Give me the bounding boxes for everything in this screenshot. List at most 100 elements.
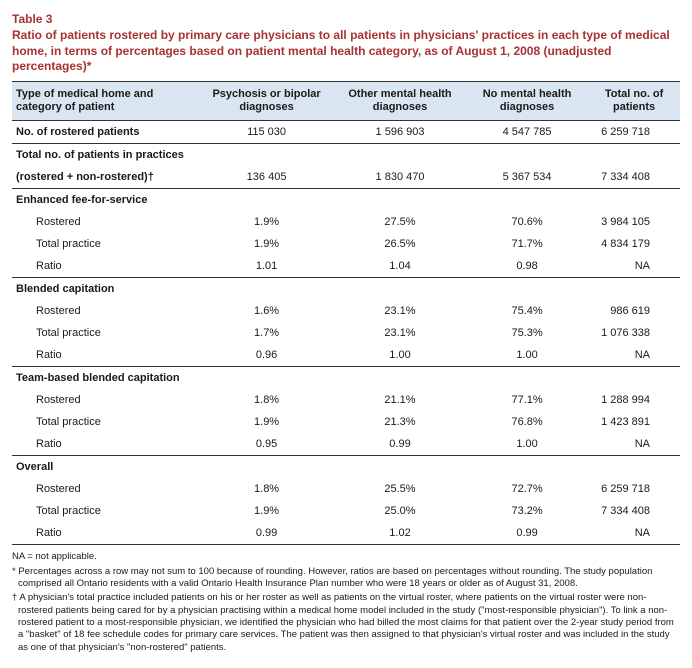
cell: 1.01 bbox=[199, 255, 334, 278]
cell: 72.7% bbox=[466, 478, 588, 500]
data-table: Type of medical home and category of pat… bbox=[12, 81, 680, 545]
table-row: No. of rostered patients 115 030 1 596 9… bbox=[12, 121, 680, 144]
row-label: Ratio bbox=[12, 255, 199, 278]
table-row: Overall bbox=[12, 456, 680, 479]
cell: 1.04 bbox=[334, 255, 466, 278]
cell: 23.1% bbox=[334, 322, 466, 344]
cell: 986 619 bbox=[588, 300, 680, 322]
table-row: Enhanced fee-for-service bbox=[12, 189, 680, 212]
cell: 26.5% bbox=[334, 233, 466, 255]
cell: 0.99 bbox=[199, 522, 334, 545]
cell: 0.99 bbox=[334, 433, 466, 456]
row-label: Ratio bbox=[12, 344, 199, 367]
cell: 1.9% bbox=[199, 233, 334, 255]
table-row: (rostered + non-rostered)† 136 405 1 830… bbox=[12, 166, 680, 189]
table-row: Total practice 1.7% 23.1% 75.3% 1 076 33… bbox=[12, 322, 680, 344]
cell: 7 334 408 bbox=[588, 166, 680, 189]
cell: 1.02 bbox=[334, 522, 466, 545]
row-label: Rostered bbox=[12, 389, 199, 411]
cell: 73.2% bbox=[466, 500, 588, 522]
cell: 25.5% bbox=[334, 478, 466, 500]
row-label: Total practice bbox=[12, 322, 199, 344]
table-row: Ratio 0.96 1.00 1.00 NA bbox=[12, 344, 680, 367]
table-row: Ratio 1.01 1.04 0.98 NA bbox=[12, 255, 680, 278]
cell: NA bbox=[588, 433, 680, 456]
col-header-psychosis: Psychosis or bipolar diagnoses bbox=[199, 81, 334, 120]
table-row: Rostered 1.6% 23.1% 75.4% 986 619 bbox=[12, 300, 680, 322]
cell: 21.1% bbox=[334, 389, 466, 411]
cell: NA bbox=[588, 522, 680, 545]
cell: 76.8% bbox=[466, 411, 588, 433]
cell: 1 423 891 bbox=[588, 411, 680, 433]
table-row: Rostered 1.8% 21.1% 77.1% 1 288 994 bbox=[12, 389, 680, 411]
cell: 1.00 bbox=[334, 344, 466, 367]
table-label: Table 3 bbox=[12, 12, 680, 26]
row-label: Ratio bbox=[12, 522, 199, 545]
footnote-star: * Percentages across a row may not sum t… bbox=[18, 566, 680, 591]
cell: 136 405 bbox=[199, 166, 334, 189]
col-header-none: No mental health diagnoses bbox=[466, 81, 588, 120]
cell: 1.6% bbox=[199, 300, 334, 322]
cell: 75.4% bbox=[466, 300, 588, 322]
row-label: Rostered bbox=[12, 478, 199, 500]
cell: 70.6% bbox=[466, 211, 588, 233]
section-header: Team-based blended capitation bbox=[12, 367, 680, 390]
section-header: Enhanced fee-for-service bbox=[12, 189, 680, 212]
cell: 6 259 718 bbox=[588, 121, 680, 144]
cell: NA bbox=[588, 255, 680, 278]
cell: 4 834 179 bbox=[588, 233, 680, 255]
footnotes: NA = not applicable. * Percentages acros… bbox=[12, 551, 680, 654]
cell: 7 334 408 bbox=[588, 500, 680, 522]
cell: 0.95 bbox=[199, 433, 334, 456]
cell: 71.7% bbox=[466, 233, 588, 255]
row-label: Rostered bbox=[12, 300, 199, 322]
cell: 75.3% bbox=[466, 322, 588, 344]
col-header-type: Type of medical home and category of pat… bbox=[12, 81, 199, 120]
row-label: Total practice bbox=[12, 411, 199, 433]
row-label: Total practice bbox=[12, 233, 199, 255]
cell: 0.98 bbox=[466, 255, 588, 278]
row-label: Rostered bbox=[12, 211, 199, 233]
cell: 1 076 338 bbox=[588, 322, 680, 344]
cell: 3 984 105 bbox=[588, 211, 680, 233]
table-row: Blended capitation bbox=[12, 278, 680, 301]
table-row: Total no. of patients in practices bbox=[12, 144, 680, 167]
table-row: Rostered 1.8% 25.5% 72.7% 6 259 718 bbox=[12, 478, 680, 500]
cell: 1.8% bbox=[199, 478, 334, 500]
cell: 1.8% bbox=[199, 389, 334, 411]
footnote-na: NA = not applicable. bbox=[18, 551, 680, 563]
table-row: Rostered 1.9% 27.5% 70.6% 3 984 105 bbox=[12, 211, 680, 233]
table-row: Total practice 1.9% 26.5% 71.7% 4 834 17… bbox=[12, 233, 680, 255]
table-row: Team-based blended capitation bbox=[12, 367, 680, 390]
row-label: (rostered + non-rostered)† bbox=[12, 166, 199, 189]
cell: 0.99 bbox=[466, 522, 588, 545]
table-row: Total practice 1.9% 21.3% 76.8% 1 423 89… bbox=[12, 411, 680, 433]
cell: 1 830 470 bbox=[334, 166, 466, 189]
cell: 1.9% bbox=[199, 500, 334, 522]
table-row: Ratio 0.95 0.99 1.00 NA bbox=[12, 433, 680, 456]
col-header-other: Other mental health diagnoses bbox=[334, 81, 466, 120]
cell: 5 367 534 bbox=[466, 166, 588, 189]
cell: 115 030 bbox=[199, 121, 334, 144]
cell: 1.00 bbox=[466, 344, 588, 367]
cell: 77.1% bbox=[466, 389, 588, 411]
cell: 1.9% bbox=[199, 211, 334, 233]
footnote-dagger: † A physician's total practice included … bbox=[18, 592, 680, 654]
cell: NA bbox=[588, 344, 680, 367]
cell: 0.96 bbox=[199, 344, 334, 367]
section-header: Blended capitation bbox=[12, 278, 680, 301]
row-label: Ratio bbox=[12, 433, 199, 456]
table-title: Ratio of patients rostered by primary ca… bbox=[12, 28, 680, 75]
section-header: Overall bbox=[12, 456, 680, 479]
cell: 1 596 903 bbox=[334, 121, 466, 144]
cell: 27.5% bbox=[334, 211, 466, 233]
col-header-total: Total no. of patients bbox=[588, 81, 680, 120]
row-label: Total practice bbox=[12, 500, 199, 522]
cell: 4 547 785 bbox=[466, 121, 588, 144]
cell: 6 259 718 bbox=[588, 478, 680, 500]
cell: 1.9% bbox=[199, 411, 334, 433]
cell: 23.1% bbox=[334, 300, 466, 322]
cell: 1.7% bbox=[199, 322, 334, 344]
table-row: Ratio 0.99 1.02 0.99 NA bbox=[12, 522, 680, 545]
cell: 25.0% bbox=[334, 500, 466, 522]
